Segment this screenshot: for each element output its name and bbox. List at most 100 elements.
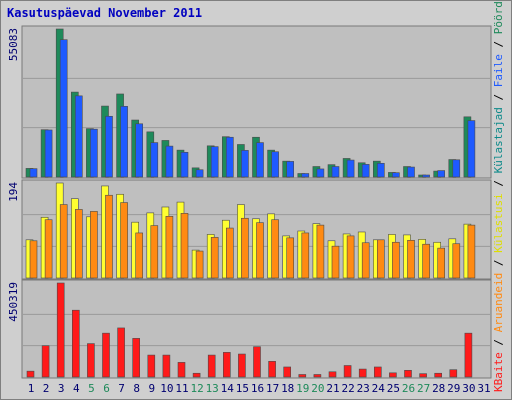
x-tick-label: 10 xyxy=(160,382,173,395)
bar-faile-day-27 xyxy=(422,174,430,178)
bar-faile-day-11 xyxy=(180,151,189,178)
bar-aruandeid-day-1 xyxy=(29,240,38,279)
x-tick-label: 28 xyxy=(432,382,445,395)
x-tick-label: 6 xyxy=(103,382,110,395)
y-axis-max-label: 55083 xyxy=(7,28,20,61)
bar-faile-day-19 xyxy=(301,173,310,178)
x-tick-label: 9 xyxy=(148,382,155,395)
bar-kbaite-day-7 xyxy=(117,327,125,378)
legend-label: Aruandeid xyxy=(492,273,505,333)
bar-aruandeid-day-12 xyxy=(195,250,204,279)
bar-aruandeid-day-25 xyxy=(392,241,400,279)
x-tick-label: 16 xyxy=(251,382,264,395)
x-tick-label: 31 xyxy=(477,382,490,395)
bar-aruandeid-day-3 xyxy=(59,204,68,279)
bar-faile-day-10 xyxy=(165,145,174,178)
bar-faile-day-20 xyxy=(316,168,325,178)
x-tick-label: 23 xyxy=(357,382,370,395)
bar-kbaite-day-2 xyxy=(41,345,50,378)
x-tick-label: 7 xyxy=(118,382,125,395)
bar-kbaite-day-16 xyxy=(253,346,261,378)
bar-aruandeid-day-17 xyxy=(271,219,279,279)
legend-label: Külastusi xyxy=(492,193,505,253)
bar-aruandeid-day-9 xyxy=(150,225,159,279)
bar-kbaite-day-5 xyxy=(87,343,95,378)
x-tick-label: 17 xyxy=(266,382,279,395)
bar-aruandeid-day-11 xyxy=(180,213,189,279)
bar-aruandeid-day-19 xyxy=(301,232,310,279)
x-tick-label: 21 xyxy=(326,382,339,395)
bar-faile-day-8 xyxy=(135,123,143,178)
x-tick-label: 5 xyxy=(88,382,95,395)
bar-aruandeid-day-28 xyxy=(437,247,446,279)
bar-faile-day-17 xyxy=(271,151,279,178)
bar-aruandeid-day-16 xyxy=(256,222,264,279)
bar-aruandeid-day-20 xyxy=(316,224,325,279)
legend-separator: / xyxy=(492,173,505,193)
bar-aruandeid-day-24 xyxy=(376,239,385,279)
bar-aruandeid-day-4 xyxy=(75,209,83,279)
bar-aruandeid-day-15 xyxy=(241,217,249,279)
bar-faile-day-9 xyxy=(150,142,159,178)
bar-kbaite-day-20 xyxy=(313,374,322,378)
right-legend-labels: KBaite / Aruandeid / Külastusi / Külasta… xyxy=(492,0,505,392)
x-tick-label: 15 xyxy=(236,382,249,395)
x-tick-label: 24 xyxy=(372,382,386,395)
bar-faile-day-16 xyxy=(256,142,264,178)
x-tick-label: 22 xyxy=(341,382,354,395)
bar-faile-day-25 xyxy=(392,172,400,178)
x-tick-label: 11 xyxy=(175,382,188,395)
x-tick-label: 29 xyxy=(447,382,460,395)
bar-aruandeid-day-2 xyxy=(44,219,53,279)
y-axis-max-label: 450319 xyxy=(7,282,20,322)
legend-label: Külastajad xyxy=(492,107,505,173)
bar-faile-day-3 xyxy=(59,39,68,178)
x-tick-label: 26 xyxy=(402,382,415,395)
bar-kbaite-day-13 xyxy=(207,354,216,378)
bar-aruandeid-day-26 xyxy=(407,239,415,279)
x-tick-label: 4 xyxy=(73,382,80,395)
bar-faile-day-13 xyxy=(210,146,219,178)
bar-aruandeid-day-13 xyxy=(210,237,219,279)
bar-aruandeid-day-6 xyxy=(105,194,113,279)
bar-kbaite-day-9 xyxy=(147,354,156,378)
bar-kbaite-day-19 xyxy=(298,374,307,378)
bar-faile-day-2 xyxy=(44,129,53,178)
bar-kbaite-day-3 xyxy=(56,282,65,378)
bar-kbaite-day-26 xyxy=(404,370,412,378)
x-tick-label: 19 xyxy=(296,382,309,395)
bar-kbaite-day-28 xyxy=(434,372,443,378)
bar-aruandeid-day-18 xyxy=(286,237,295,279)
bar-kbaite-day-11 xyxy=(177,362,186,378)
bar-faile-day-21 xyxy=(331,166,340,178)
x-tick-label: 18 xyxy=(281,382,294,395)
bar-aruandeid-day-29 xyxy=(452,243,461,279)
bar-aruandeid-day-8 xyxy=(135,232,143,279)
bar-kbaite-day-1 xyxy=(26,370,35,378)
legend-label: Faile xyxy=(492,54,505,87)
x-tick-label: 8 xyxy=(133,382,140,395)
bar-aruandeid-day-22 xyxy=(346,235,355,279)
bar-kbaite-day-25 xyxy=(389,372,397,378)
bar-faile-day-23 xyxy=(361,164,370,178)
x-tick-label: 13 xyxy=(206,382,219,395)
bar-faile-day-28 xyxy=(437,170,446,178)
bar-kbaite-day-29 xyxy=(449,369,458,378)
bar-kbaite-day-17 xyxy=(268,361,276,378)
x-tick-label: 20 xyxy=(311,382,324,395)
bar-faile-day-26 xyxy=(407,166,415,178)
bar-faile-day-14 xyxy=(226,136,234,178)
bar-faile-day-29 xyxy=(452,159,461,178)
bar-kbaite-day-15 xyxy=(238,353,246,378)
bar-kbaite-day-18 xyxy=(283,366,292,378)
x-tick-label: 27 xyxy=(417,382,430,395)
bar-kbaite-day-23 xyxy=(358,368,367,378)
bar-faile-day-18 xyxy=(286,161,295,178)
bar-aruandeid-day-27 xyxy=(422,243,430,279)
bar-aruandeid-day-5 xyxy=(90,211,98,279)
bar-faile-day-4 xyxy=(75,95,83,178)
bar-faile-day-6 xyxy=(105,115,113,178)
bar-faile-day-5 xyxy=(90,128,98,178)
bar-kbaite-day-12 xyxy=(192,372,201,378)
